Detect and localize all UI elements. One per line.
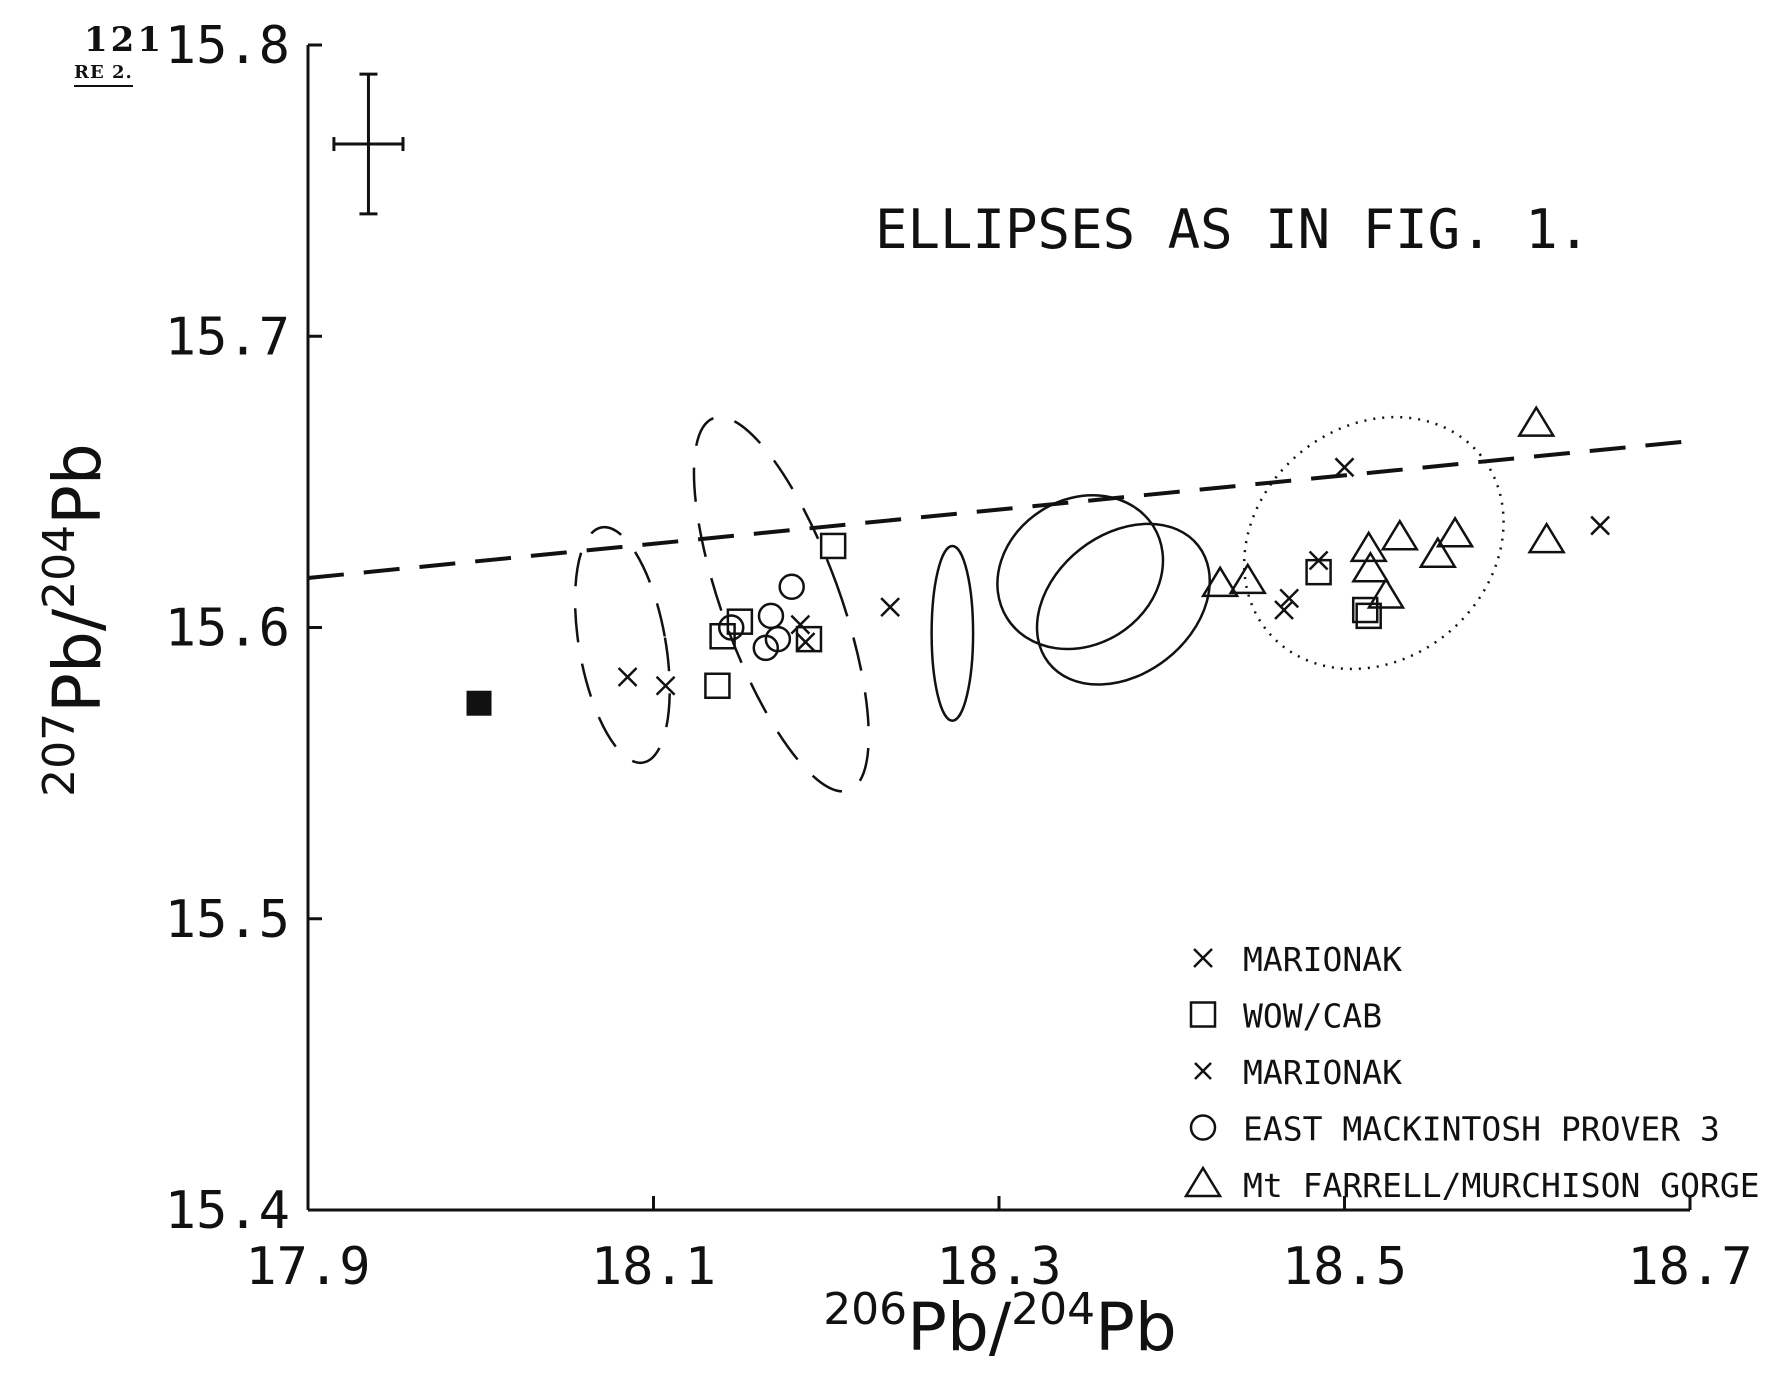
point-x [617,667,638,687]
point-circle [757,602,785,630]
legend-label: MARIONAK [1243,1053,1402,1092]
point-triangle [1418,536,1458,568]
x-axis-label: 206Pb/204Pb [823,1284,1177,1366]
axis-label-text: 206Pb/204Pb [823,1284,1177,1366]
point-square [1305,558,1332,586]
y-tick-label: 15.7 [165,307,290,367]
x-tick-label: 17.9 [245,1237,370,1297]
ellipse-dashed [692,415,870,793]
point-x [655,675,676,696]
point-triangle [1380,518,1420,551]
point-x [790,614,811,635]
legend-marker [1189,1001,1217,1028]
ellipse-solid [1035,522,1211,686]
point-triangle [1349,530,1388,563]
y-tick-label: 15.4 [165,1181,290,1241]
point-x [795,632,816,652]
legend-label: WOW/CAB [1243,997,1382,1036]
point-square [1351,596,1379,624]
legend: MARIONAK WOW/CAB MARIONAK EAST MACKINTOSH P… [1183,940,1760,1205]
legend-marker [1183,1165,1223,1198]
point-triangle [1351,550,1390,583]
legend-label: EAST MACKINTOSH PROVER 3 [1243,1110,1720,1149]
figure-label: RE 2. [74,62,133,87]
point-square [819,532,847,560]
point-x [1334,457,1355,478]
y-tick-label: 15.6 [165,599,290,659]
axis-label-text: 207Pb/204Pb [34,443,116,797]
ellipse-solid [996,494,1165,651]
point-circle [764,625,792,653]
point-square [709,622,736,650]
ellipse-dotted [1242,415,1505,671]
point-circle [717,614,745,641]
point-x [1279,588,1300,609]
point-square [726,608,754,635]
point-x [1590,515,1611,536]
axes: 17.9 18.1 18.3 18.5 18.7 15.4 15.5 15.6 15.7 15.8 [165,16,1753,1297]
reference-line [307,439,1691,580]
point-triangle [1517,405,1556,437]
point-square [704,672,731,699]
legend-label: Mt FARRELL/MURCHISON GORGE [1243,1166,1760,1205]
y-axis-label: 207Pb/204Pb [34,443,116,797]
point-triangle [1200,565,1240,598]
point-x [880,597,901,617]
point-triangle [1228,562,1267,595]
page-number: 121 [84,20,164,60]
ellipse-dashed [573,525,671,765]
ellipse-solid [930,544,975,722]
y-tick-label: 15.8 [165,16,290,76]
legend-label: MARIONAK [1243,940,1402,979]
dashed-reference-line [307,439,1691,580]
legend-marker [1189,1114,1217,1141]
y-tick-label: 15.5 [165,890,290,950]
point-triangle [1366,577,1406,609]
x-tick-label: 18.3 [936,1237,1061,1297]
point-filled-square [466,690,492,716]
x-tick-label: 18.7 [1627,1237,1752,1297]
point-square [795,625,823,653]
legend-marker [1194,1062,1212,1080]
point-circle [778,573,805,600]
x-tick-label: 18.5 [1282,1237,1407,1297]
error-bar [332,72,405,216]
point-triangle [1435,515,1475,548]
data-points [466,405,1611,716]
point-x [1274,600,1294,620]
legend-marker [1193,948,1213,968]
point-square [1355,602,1382,630]
x-tick-label: 18.1 [591,1237,716,1297]
point-triangle [1527,521,1566,554]
confidence-ellipses [573,415,1505,793]
chart-annotation: ELLIPSES AS IN FIG. 1. [875,198,1590,261]
